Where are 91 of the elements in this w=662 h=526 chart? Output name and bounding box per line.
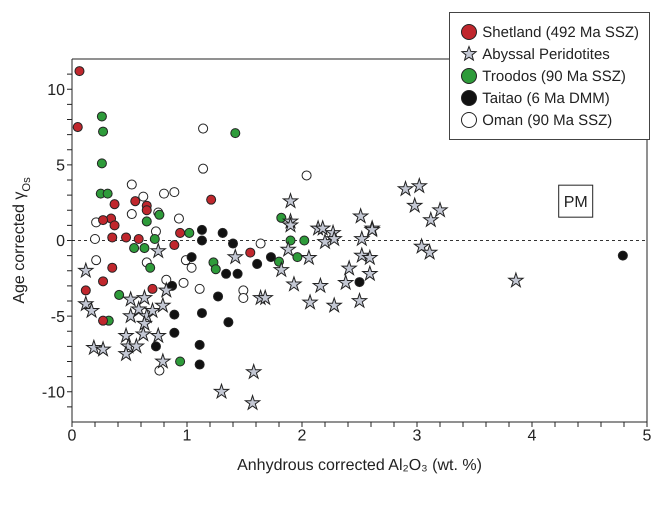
point <box>134 234 144 244</box>
point <box>245 248 256 258</box>
x-axis-title: Anhydrous corrected Al₂O₃ (wt. %) <box>237 457 482 474</box>
point <box>210 264 221 274</box>
point <box>72 122 83 132</box>
point <box>158 188 170 199</box>
point <box>98 316 108 326</box>
y-tick-label: 10 <box>47 82 66 99</box>
point <box>74 66 84 76</box>
point <box>194 360 205 370</box>
y-tick-label: 5 <box>56 158 66 175</box>
point <box>186 252 197 262</box>
point <box>302 170 312 180</box>
point <box>230 128 240 138</box>
point <box>139 243 150 254</box>
point <box>266 252 276 262</box>
point <box>299 235 310 246</box>
point <box>130 196 140 206</box>
x-tick-label: 2 <box>298 427 307 444</box>
point <box>213 291 224 302</box>
point <box>169 187 180 198</box>
point <box>196 224 207 235</box>
point <box>110 220 120 230</box>
point <box>198 124 208 134</box>
point <box>121 232 132 242</box>
point <box>196 308 207 318</box>
point <box>98 276 108 286</box>
point <box>98 126 108 137</box>
point <box>292 252 302 262</box>
point <box>178 278 189 288</box>
point <box>110 199 120 210</box>
point <box>238 292 248 303</box>
point <box>184 228 194 238</box>
point <box>221 268 232 279</box>
legend-label: Troodos (90 Ma SSZ) <box>482 68 626 84</box>
point <box>145 262 156 273</box>
point <box>206 194 216 205</box>
y-tick-label: 0 <box>56 233 66 250</box>
point <box>196 235 207 246</box>
point <box>169 310 180 320</box>
x-tick-label: 3 <box>412 427 422 444</box>
y-tick-label: -10 <box>42 384 66 402</box>
y-tick-label: -5 <box>50 308 66 326</box>
point <box>96 158 107 168</box>
point <box>126 180 137 190</box>
point <box>129 243 140 254</box>
legend-label: Oman (90 Ma SSZ) <box>482 112 612 128</box>
x-tick-label: 5 <box>642 427 652 444</box>
point <box>618 250 628 261</box>
point <box>232 268 243 279</box>
point <box>256 238 266 249</box>
point <box>98 215 108 226</box>
point <box>102 188 113 199</box>
point <box>150 234 160 244</box>
point <box>198 164 208 174</box>
point <box>91 255 102 266</box>
point <box>154 366 164 376</box>
point <box>114 290 124 300</box>
point <box>175 228 186 238</box>
point <box>175 356 186 367</box>
x-tick-label: 4 <box>528 427 537 444</box>
legend-label: Shetland (492 Ma SSZ) <box>482 24 639 40</box>
point <box>96 111 107 122</box>
point <box>138 192 148 202</box>
point <box>194 340 205 350</box>
point <box>126 209 137 220</box>
x-tick-label: 0 <box>68 427 77 444</box>
point <box>285 235 296 246</box>
point <box>169 328 180 338</box>
point <box>147 284 158 294</box>
point <box>142 205 152 216</box>
point <box>218 228 228 238</box>
point <box>223 317 234 328</box>
legend-label: Abyssal Peridotites <box>482 46 610 62</box>
point <box>107 232 118 242</box>
point <box>228 238 238 249</box>
x-tick-label: 1 <box>182 427 192 444</box>
legend-label: Taitao (6 Ma DMM) <box>482 90 610 106</box>
point <box>90 234 100 244</box>
point <box>107 262 118 273</box>
point <box>169 240 180 250</box>
point <box>354 277 365 288</box>
point <box>150 341 161 352</box>
point <box>252 258 262 269</box>
point <box>80 285 91 296</box>
point <box>142 216 152 226</box>
annotation: PM <box>564 194 588 212</box>
point <box>186 262 197 273</box>
point <box>174 214 184 224</box>
point <box>194 284 205 294</box>
point <box>276 212 286 223</box>
